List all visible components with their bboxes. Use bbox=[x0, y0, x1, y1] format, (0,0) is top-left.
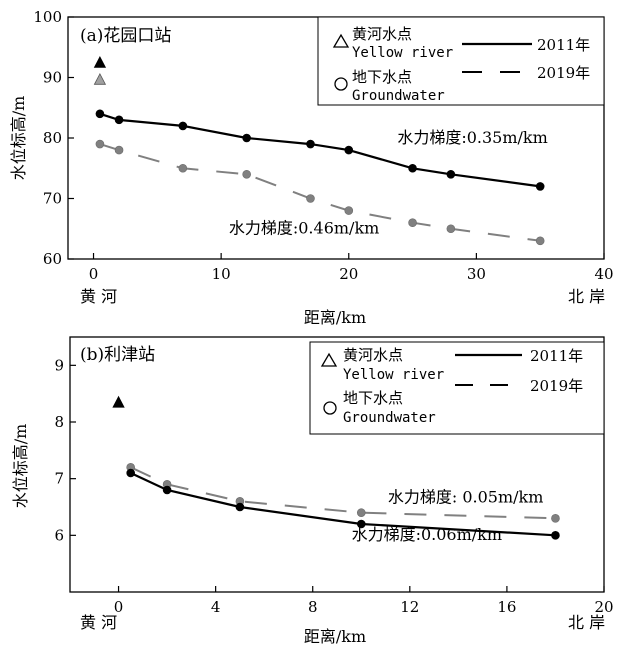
panel-a-data-point bbox=[306, 194, 315, 203]
panel-b-legend-river-en: Yellow river bbox=[343, 367, 444, 383]
panel-b-legend-river-cn: 黄河水点 bbox=[343, 346, 403, 364]
panel-a-x-tick-label: 10 bbox=[212, 265, 231, 283]
panel-b-ticks: 0 4 8 12 16 20 6 7 8 9 bbox=[54, 356, 613, 616]
panel-b-legend-2019-label: 2019年 bbox=[530, 377, 583, 395]
panel-b-x-tick-label: 12 bbox=[400, 598, 419, 616]
panel-a-series-line-solid bbox=[99, 112, 541, 188]
panel-a-data-point bbox=[114, 115, 124, 125]
panel-a-legend: 黄河水点 Yellow river 地下水点 Groundwater 2011年… bbox=[317, 16, 605, 106]
panel-a-left-bank-label: 黄 河 bbox=[80, 287, 117, 306]
panel-b-data-point bbox=[356, 519, 366, 529]
panel-b-data-point bbox=[162, 485, 172, 495]
panel-b-y-tick-label: 9 bbox=[54, 356, 64, 374]
panel-b-data-point bbox=[126, 468, 135, 478]
panel-b-label: (b)利津站 bbox=[80, 345, 155, 365]
panel-a-legend-river-en: Yellow river bbox=[352, 45, 453, 61]
panel-a-y-axis-label: 水位标高/m bbox=[9, 96, 28, 181]
panel-a-data-point bbox=[408, 163, 417, 173]
panel-b-y-tick-label: 7 bbox=[54, 470, 64, 488]
panel-b-y-tick-label: 8 bbox=[54, 413, 64, 431]
panel-a-x-tick-label: 40 bbox=[594, 265, 613, 283]
panel-a-data-point bbox=[242, 170, 251, 179]
panel-a-data-point bbox=[114, 145, 124, 155]
panel-a-annotation-gradient-2011: 水力梯度:0.35m/km bbox=[397, 128, 547, 147]
panel-a-river-point bbox=[93, 72, 107, 85]
panel-a-data-point bbox=[408, 218, 417, 227]
panel-a-x-tick-label: 30 bbox=[467, 265, 486, 283]
panel-b-x-tick-label: 16 bbox=[497, 598, 516, 616]
panel-a-legend-triangle-icon bbox=[332, 33, 350, 48]
panel-b-data-marks bbox=[112, 395, 560, 540]
panel-b-chart: (b)利津站 水位标高/m 距离/km 黄 河 北 岸 0 4 8 12 16 20 6 7 8… bbox=[11, 336, 614, 646]
panel-b-data-point bbox=[551, 514, 560, 523]
panel-a-legend-river-cn: 黄河水点 bbox=[352, 25, 412, 43]
panel-b-right-bank-label: 北 岸 bbox=[568, 613, 605, 632]
panel-a-legend-2019-label: 2019年 bbox=[537, 64, 590, 82]
panel-a-y-tick-label: 90 bbox=[43, 69, 62, 87]
panel-a-data-point bbox=[446, 170, 456, 179]
panel-b-legend: 黄河水点 Yellow river 地下水点 Groundwater 2011年… bbox=[309, 341, 605, 435]
panel-b-data-point bbox=[551, 531, 560, 540]
panel-a-y-tick-label: 100 bbox=[33, 8, 62, 26]
panel-a-data-point bbox=[178, 121, 188, 131]
panel-b-legend-ground-en: Groundwater bbox=[343, 410, 436, 426]
panel-a-y-tick-label: 60 bbox=[43, 250, 62, 268]
panel-b-x-tick-label: 4 bbox=[211, 598, 221, 616]
panel-b-annotation-gradient-2011: 水力梯度:0.06m/km bbox=[352, 525, 502, 544]
panel-a-chart: (a)花园口站 水位标高/m 距离/km 黄 河 北 岸 0 10 20 30 40 60… bbox=[9, 8, 614, 327]
panel-b-x-axis-label: 距离/km bbox=[304, 627, 366, 646]
panel-a-x-tick-label: 0 bbox=[89, 265, 99, 283]
panel-a-ticks: 0 10 20 30 40 60 70 80 90 100 bbox=[33, 8, 613, 283]
panel-b-data-point bbox=[235, 502, 245, 512]
panel-b-left-bank-label: 黄 河 bbox=[80, 613, 117, 632]
panel-b-x-tick-label: 8 bbox=[308, 598, 318, 616]
panel-a-x-axis-label: 距离/km bbox=[304, 308, 366, 327]
panel-a-data-point bbox=[535, 236, 545, 246]
panel-a-legend-2011-label: 2011年 bbox=[537, 36, 590, 54]
panel-a-legend-box bbox=[317, 16, 605, 106]
panel-b-legend-box bbox=[309, 341, 605, 435]
panel-b-x-tick-label: 0 bbox=[114, 598, 124, 616]
panel-a-data-point bbox=[446, 224, 456, 234]
panel-b-plot-frame bbox=[69, 336, 605, 593]
panel-b-data-point bbox=[356, 508, 366, 517]
panel-a-data-point bbox=[306, 139, 315, 149]
panel-a-label: (a)花园口站 bbox=[80, 26, 171, 46]
panel-a-data-point bbox=[95, 109, 105, 119]
panel-b-series-line-dashed bbox=[130, 466, 556, 520]
panel-a-data-point bbox=[95, 139, 105, 149]
panel-a-x-tick-label: 20 bbox=[339, 265, 358, 283]
panel-b-y-axis-label: 水位标高/m bbox=[11, 424, 30, 509]
panel-a-data-point bbox=[242, 133, 251, 143]
panel-b-legend-circle-icon bbox=[323, 401, 337, 415]
panel-b-x-tick-label: 20 bbox=[594, 598, 613, 616]
panel-a-river-point bbox=[93, 56, 107, 68]
panel-b-annotation-gradient-2019: 水力梯度: 0.05m/km bbox=[388, 487, 544, 506]
panel-b-y-tick-label: 6 bbox=[54, 526, 64, 544]
panel-a-data-marks bbox=[93, 56, 545, 246]
panel-a-data-point bbox=[344, 145, 354, 155]
panel-a-annotation-gradient-2019: 水力梯度:0.46m/km bbox=[229, 219, 379, 238]
panel-b-legend-triangle-icon bbox=[320, 352, 338, 367]
panel-a-right-bank-label: 北 岸 bbox=[568, 287, 605, 306]
panel-a-legend-ground-cn: 地下水点 bbox=[352, 68, 412, 86]
panel-b-legend-ground-cn: 地下水点 bbox=[343, 389, 403, 407]
panel-a-y-tick-label: 70 bbox=[43, 190, 62, 208]
panel-b-river-point bbox=[112, 395, 125, 408]
panel-a-data-point bbox=[535, 182, 545, 191]
panel-a-data-point bbox=[344, 206, 354, 215]
panel-a-legend-ground-en: Groundwater bbox=[352, 88, 445, 104]
panel-a-legend-circle-icon bbox=[334, 77, 348, 91]
panel-a-data-point bbox=[178, 163, 188, 173]
panel-a-y-tick-label: 80 bbox=[43, 129, 62, 147]
panel-b-legend-2011-label: 2011年 bbox=[530, 347, 583, 365]
